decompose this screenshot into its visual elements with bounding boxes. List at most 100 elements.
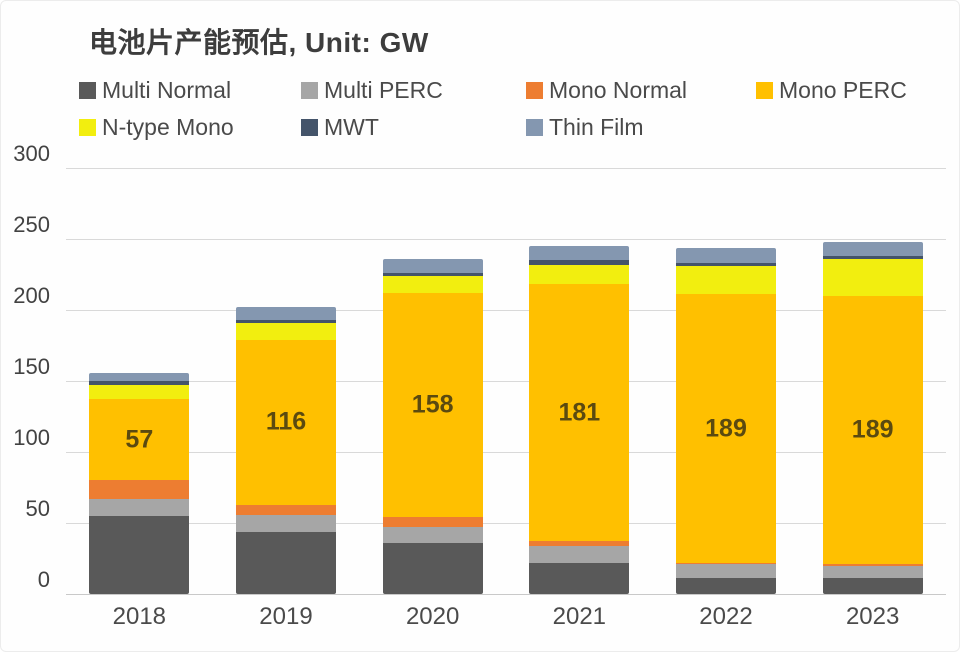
bar-segment-multi-perc bbox=[89, 498, 190, 516]
legend-swatch-icon bbox=[756, 82, 773, 99]
legend-label: MWT bbox=[324, 114, 379, 140]
legend-swatch-icon bbox=[79, 82, 96, 99]
x-tick-label-2018: 2018 bbox=[112, 603, 167, 630]
bar-value-label: 181 bbox=[558, 398, 601, 427]
bar-segment-mono-perc: 189 bbox=[676, 294, 776, 563]
bar-segment-multi-normal bbox=[89, 515, 190, 594]
bar-segment-mono-normal bbox=[529, 541, 630, 546]
bar-group-2020[interactable]: 158 bbox=[382, 258, 483, 594]
bar-segment-multi-perc bbox=[676, 564, 776, 579]
bar-segment-thin-film bbox=[89, 372, 190, 382]
legend-swatch-icon bbox=[301, 82, 318, 99]
bar-segment-multi-normal bbox=[382, 542, 483, 594]
bar-segment-mono-perc: 57 bbox=[89, 399, 190, 481]
bar-segment-mono-normal bbox=[382, 517, 483, 528]
legend-label: Thin Film bbox=[549, 114, 644, 140]
bar-segment-thin-film bbox=[822, 241, 923, 257]
legend-label: Mono PERC bbox=[779, 77, 907, 103]
bar-segment-mono-normal bbox=[89, 480, 190, 499]
bar-segment-thin-film bbox=[676, 247, 776, 264]
bar-segment-thin-film bbox=[236, 307, 336, 320]
x-tick-label-2019: 2019 bbox=[259, 603, 313, 630]
legend-label: Multi Normal bbox=[102, 77, 232, 103]
gridline-100 bbox=[66, 452, 946, 453]
bar-segment-thin-film bbox=[382, 258, 483, 274]
legend-label: Multi PERC bbox=[324, 77, 443, 103]
legend-swatch-icon bbox=[526, 82, 543, 99]
bar-segment-mwt bbox=[529, 260, 630, 265]
y-tick-label-150: 150 bbox=[13, 354, 50, 379]
bar-segment-mono-perc: 158 bbox=[382, 292, 483, 518]
y-tick-label-300: 300 bbox=[13, 141, 50, 166]
y-tick-label-200: 200 bbox=[13, 283, 50, 308]
chart-legend: Multi Normal Multi PERC Mono Normal Mono PE… bbox=[79, 77, 949, 141]
bar-segment-n-type-mono bbox=[236, 322, 336, 340]
bar-segment-mono-normal bbox=[822, 564, 923, 566]
legend-swatch-icon bbox=[79, 119, 96, 136]
y-tick-label-100: 100 bbox=[13, 425, 50, 450]
bar-group-2022[interactable]: 189 bbox=[676, 247, 776, 594]
bar-segment-multi-normal bbox=[676, 578, 776, 594]
bar-segment-multi-perc bbox=[236, 514, 336, 532]
bar-segment-mwt bbox=[236, 319, 336, 323]
y-tick-label-250: 250 bbox=[13, 212, 50, 237]
bar-segment-mono-perc: 189 bbox=[822, 295, 923, 565]
y-tick-label-0: 0 bbox=[37, 567, 50, 592]
bar-value-label: 57 bbox=[125, 425, 154, 454]
bar-segment-n-type-mono bbox=[89, 385, 190, 400]
bar-segment-mono-perc: 181 bbox=[529, 284, 630, 542]
gridline-150 bbox=[66, 381, 946, 382]
legend-item-thin-film[interactable]: Thin Film bbox=[526, 114, 756, 141]
bar-segment-n-type-mono bbox=[676, 266, 776, 295]
bar-value-label: 158 bbox=[411, 390, 454, 419]
bar-segment-mono-normal bbox=[676, 562, 776, 565]
bar-segment-multi-normal bbox=[822, 578, 923, 594]
bar-segment-multi-perc bbox=[382, 527, 483, 543]
bar-segment-multi-perc bbox=[822, 565, 923, 579]
x-tick-label-2022: 2022 bbox=[699, 603, 753, 630]
chart-title: 电池片产能预估, Unit: GW bbox=[89, 27, 429, 58]
legend-label: N-type Mono bbox=[102, 114, 234, 140]
legend-item-mono-perc[interactable]: Mono PERC bbox=[756, 77, 949, 104]
bar-value-label: 116 bbox=[265, 407, 307, 436]
bar-value-label: 189 bbox=[851, 415, 894, 444]
bar-segment-mono-perc: 116 bbox=[236, 339, 336, 505]
legend-swatch-icon bbox=[526, 119, 543, 136]
bar-segment-n-type-mono bbox=[382, 275, 483, 293]
bar-segment-thin-film bbox=[529, 246, 630, 261]
gridline-200 bbox=[66, 310, 946, 311]
legend-swatch-icon bbox=[301, 119, 318, 136]
x-tick-label-2021: 2021 bbox=[552, 603, 607, 630]
legend-item-multi-normal[interactable]: Multi Normal bbox=[79, 77, 301, 104]
legend-item-mono-normal[interactable]: Mono Normal bbox=[526, 77, 756, 104]
gridline-250 bbox=[66, 239, 946, 240]
x-tick-label-2020: 2020 bbox=[405, 603, 460, 630]
x-axis: 2018 2019 2020 2021 2022 2023 bbox=[66, 603, 946, 633]
legend-label: Mono Normal bbox=[549, 77, 688, 103]
bar-segment-mwt bbox=[676, 263, 776, 267]
bar-segment-multi-normal bbox=[236, 531, 336, 594]
legend-item-mwt[interactable]: MWT bbox=[301, 114, 526, 141]
legend-item-n-type-mono[interactable]: N-type Mono bbox=[79, 114, 301, 141]
plot-area: 0 50 100 150 200 250 300 57 116 158 181 189 189 bbox=[13, 141, 946, 595]
y-tick-label-50: 50 bbox=[25, 496, 50, 521]
bar-segment-n-type-mono bbox=[822, 258, 923, 296]
legend-item-multi-perc[interactable]: Multi PERC bbox=[301, 77, 526, 104]
bar-group-2019[interactable]: 116 bbox=[236, 307, 336, 594]
bar-group-2021[interactable]: 181 bbox=[529, 246, 630, 594]
bar-segment-mwt bbox=[822, 256, 923, 259]
bar-segment-n-type-mono bbox=[529, 264, 630, 285]
bar-segment-mono-normal bbox=[236, 504, 336, 515]
bar-group-2018[interactable]: 57 bbox=[89, 372, 190, 594]
bar-segment-multi-normal bbox=[529, 562, 630, 594]
gridline-0 bbox=[66, 594, 946, 595]
gridline-300 bbox=[66, 168, 946, 169]
bar-group-2023[interactable]: 189 bbox=[822, 241, 923, 594]
bar-segment-multi-perc bbox=[529, 545, 630, 563]
x-tick-label-2023: 2023 bbox=[845, 603, 900, 630]
bar-value-label: 189 bbox=[705, 414, 747, 443]
gridline-50 bbox=[66, 523, 946, 524]
bar-segment-mwt bbox=[382, 273, 483, 276]
bar-segment-mwt bbox=[89, 381, 190, 386]
